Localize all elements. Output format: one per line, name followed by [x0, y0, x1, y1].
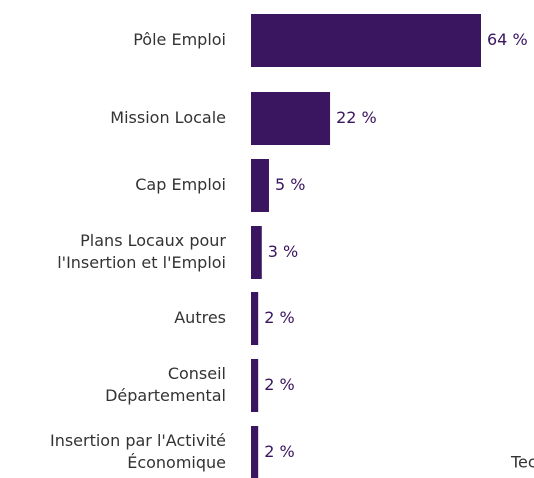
- annotation: Tec: [510, 453, 534, 472]
- category-label: Conseil: [168, 364, 226, 383]
- bar: [251, 92, 331, 145]
- value-label: 22 %: [336, 108, 377, 127]
- category-label: Autres: [174, 308, 226, 327]
- bar: [251, 159, 269, 212]
- bar: [251, 292, 259, 345]
- category-label: Économique: [127, 453, 226, 472]
- category-label: Mission Locale: [110, 108, 226, 127]
- bar: [251, 359, 259, 412]
- bar: [251, 426, 259, 478]
- category-label: Insertion par l'Activité: [50, 431, 226, 450]
- value-label: 2 %: [264, 375, 294, 394]
- value-label: 5 %: [275, 175, 305, 194]
- value-label: 3 %: [268, 242, 298, 261]
- category-label: Cap Emploi: [135, 175, 226, 194]
- value-label: 2 %: [264, 308, 294, 327]
- category-label: Pôle Emploi: [133, 30, 226, 49]
- bar: [251, 226, 262, 279]
- value-label: 64 %: [487, 30, 528, 49]
- category-label: Plans Locaux pour: [80, 231, 226, 250]
- value-label: 2 %: [264, 442, 294, 461]
- category-label: l'Insertion et l'Emploi: [57, 253, 226, 272]
- category-label: Départemental: [105, 386, 226, 405]
- bar: [251, 14, 481, 67]
